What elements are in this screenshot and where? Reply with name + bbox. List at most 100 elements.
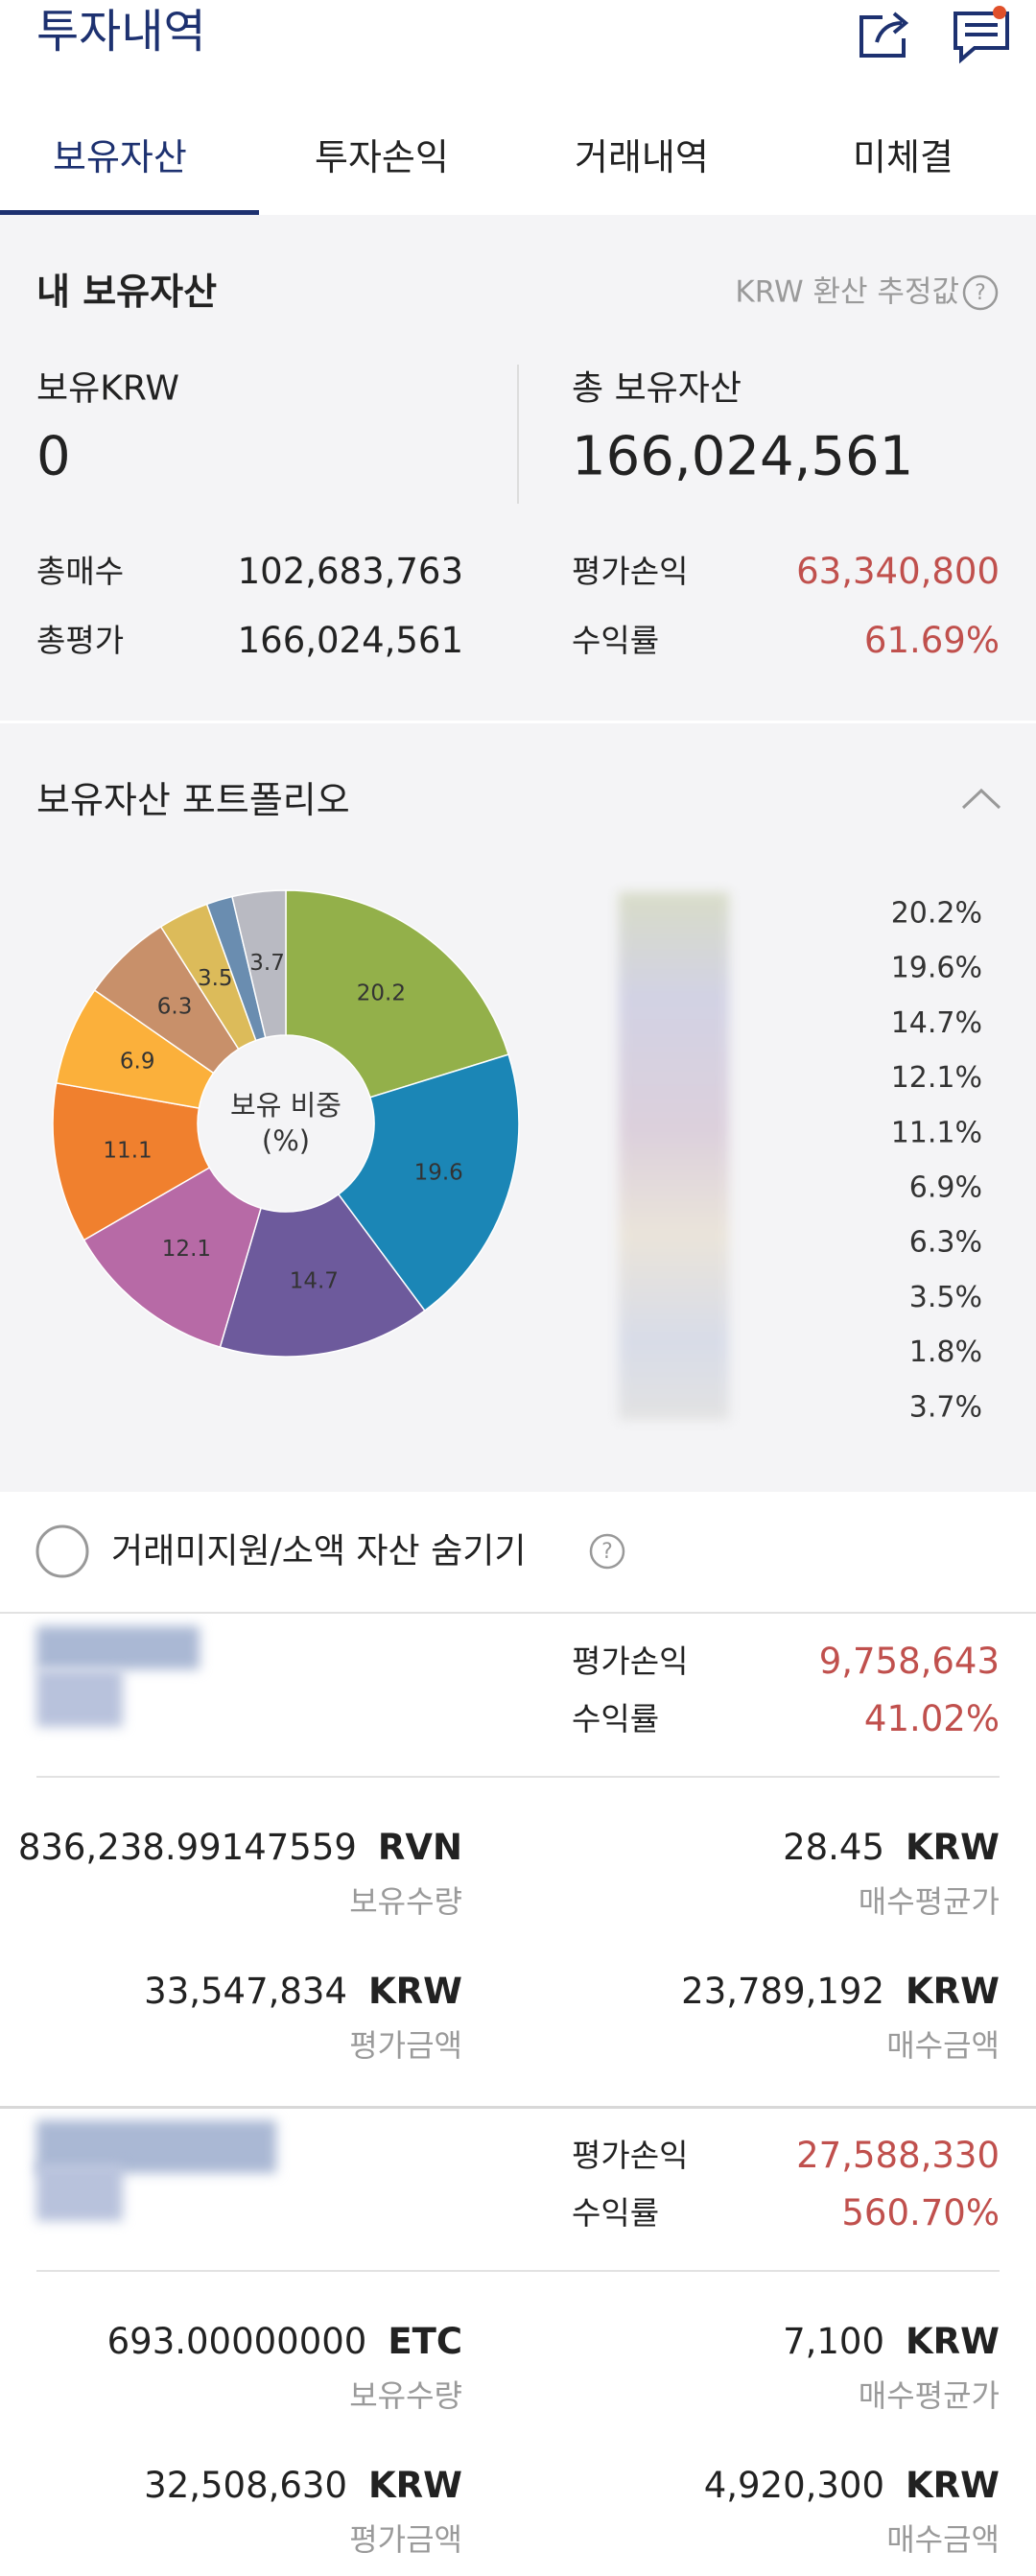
legend-value: 1.8% bbox=[909, 1335, 982, 1369]
share-icon[interactable] bbox=[859, 12, 909, 58]
legend-value: 14.7% bbox=[891, 1006, 982, 1040]
label: 수익률 bbox=[572, 622, 660, 660]
notification-dot bbox=[993, 6, 1006, 19]
amount-unit: KRW bbox=[368, 2464, 462, 2506]
blurred-legend-names bbox=[619, 892, 729, 1420]
slice-label: 20.2 bbox=[357, 981, 406, 1006]
checkbox[interactable] bbox=[35, 1524, 92, 1581]
label: 평가손익 bbox=[572, 2137, 689, 2175]
amount-value: 4,920,300 bbox=[703, 2464, 885, 2506]
amount-unit: RVN bbox=[377, 1826, 462, 1868]
amount-unit: KRW bbox=[906, 2320, 1000, 2362]
legend-value: 6.9% bbox=[909, 1171, 982, 1205]
amount-value: 693.00000000 bbox=[106, 2320, 367, 2362]
amount: 693.00000000 ETC bbox=[107, 2321, 462, 2363]
label: 평가손익 bbox=[572, 553, 689, 591]
divider bbox=[517, 365, 519, 504]
label: 평가손익 bbox=[572, 1642, 689, 1681]
amount-value: 7,100 bbox=[783, 2320, 885, 2362]
value: 61.69% bbox=[863, 619, 1000, 661]
divider bbox=[36, 2270, 1000, 2272]
header-icons bbox=[859, 6, 1009, 64]
label: 총 보유자산 bbox=[572, 368, 742, 409]
slice-label: 6.9 bbox=[120, 1050, 155, 1075]
amount-label: 평가금액 bbox=[349, 2026, 462, 2064]
tab[interactable]: 미체결 bbox=[853, 136, 954, 179]
amount: 28.45 KRW bbox=[783, 1827, 1000, 1869]
amount: 33,547,834 KRW bbox=[144, 1971, 462, 2013]
amount-unit: KRW bbox=[906, 2464, 1000, 2506]
amount-value: 23,789,192 bbox=[681, 1970, 885, 2012]
value: 27,588,330 bbox=[796, 2134, 1000, 2176]
amount-label: 평가금액 bbox=[349, 2520, 462, 2558]
note: KRW 환산 추정값 bbox=[735, 274, 959, 310]
legend-value: 11.1% bbox=[891, 1116, 982, 1149]
amount-label: 보유수량 bbox=[349, 2376, 462, 2414]
legend-value: 19.6% bbox=[891, 952, 982, 985]
amount-value: 836,238.99147559 bbox=[17, 1826, 357, 1868]
blurred-asset-name bbox=[36, 1626, 200, 1669]
value: 102,683,763 bbox=[237, 550, 463, 592]
value: 560.70% bbox=[841, 2191, 1000, 2233]
section-title: 내 보유자산 bbox=[36, 271, 218, 314]
label: 보유KRW bbox=[36, 368, 179, 409]
value: 41.02% bbox=[863, 1697, 1000, 1739]
legend-value: 20.2% bbox=[891, 897, 982, 931]
amount-label: 매수금액 bbox=[886, 2520, 1000, 2558]
slice-label: 6.3 bbox=[157, 995, 193, 1020]
svg-text:?: ? bbox=[975, 281, 986, 305]
page-title: 투자내역 bbox=[36, 5, 206, 59]
amount: 4,920,300 KRW bbox=[704, 2465, 1000, 2507]
label: 총평가 bbox=[36, 622, 125, 660]
label: 수익률 bbox=[572, 2194, 660, 2233]
value: 166,024,561 bbox=[237, 619, 463, 661]
divider bbox=[0, 1612, 1036, 1614]
amount-label: 매수금액 bbox=[886, 2026, 1000, 2064]
pie-slice bbox=[52, 1081, 211, 1241]
tab-active[interactable]: 보유자산 bbox=[53, 136, 187, 179]
amount: 836,238.99147559 RVN bbox=[18, 1827, 462, 1869]
tab-indicator bbox=[0, 210, 259, 215]
help-icon[interactable]: ? bbox=[961, 273, 1000, 312]
amount-unit: KRW bbox=[368, 1970, 462, 2012]
menu-icon[interactable] bbox=[954, 12, 1009, 64]
value: 0 bbox=[36, 425, 71, 488]
tab[interactable]: 투자손익 bbox=[315, 136, 449, 179]
amount-unit: ETC bbox=[388, 2320, 462, 2362]
slice-label: 19.6 bbox=[414, 1161, 463, 1186]
tab[interactable]: 거래내역 bbox=[575, 136, 709, 179]
blurred-asset-name bbox=[36, 1669, 123, 1727]
label: 수익률 bbox=[572, 1700, 660, 1738]
amount-label: 매수평균가 bbox=[858, 1882, 1000, 1920]
help-icon[interactable]: ? bbox=[588, 1532, 626, 1571]
slice-label: 11.1 bbox=[103, 1139, 152, 1164]
option-label[interactable]: 거래미지원/소액 자산 숨기기 bbox=[111, 1531, 527, 1572]
amount-unit: KRW bbox=[906, 1826, 1000, 1868]
label: 총매수 bbox=[36, 553, 125, 591]
value: 166,024,561 bbox=[572, 425, 914, 488]
legend-value: 6.3% bbox=[909, 1226, 982, 1260]
center-label: (%) bbox=[262, 1124, 310, 1157]
pie-slice bbox=[219, 1193, 426, 1358]
collapse-icon[interactable] bbox=[959, 785, 1003, 814]
amount-label: 매수평균가 bbox=[858, 2376, 1000, 2414]
center-label: 보유 비중 bbox=[230, 1089, 341, 1122]
amount: 32,508,630 KRW bbox=[144, 2465, 462, 2507]
divider bbox=[0, 2106, 1036, 2109]
pie-slice bbox=[82, 1166, 262, 1349]
amount-value: 28.45 bbox=[783, 1826, 885, 1868]
value: 63,340,800 bbox=[796, 550, 1000, 592]
divider bbox=[0, 721, 1036, 723]
legend-value: 3.5% bbox=[909, 1281, 982, 1314]
legend-value: 12.1% bbox=[891, 1061, 982, 1095]
svg-text:?: ? bbox=[601, 1540, 613, 1564]
amount-value: 33,547,834 bbox=[144, 1970, 348, 2012]
chart-title: 보유자산 포트폴리오 bbox=[36, 779, 350, 822]
value: 9,758,643 bbox=[818, 1640, 1000, 1682]
amount-label: 보유수량 bbox=[349, 1882, 462, 1920]
amount: 7,100 KRW bbox=[783, 2321, 1000, 2363]
slice-label: 3.7 bbox=[249, 951, 285, 976]
blurred-asset-name bbox=[36, 2163, 123, 2221]
